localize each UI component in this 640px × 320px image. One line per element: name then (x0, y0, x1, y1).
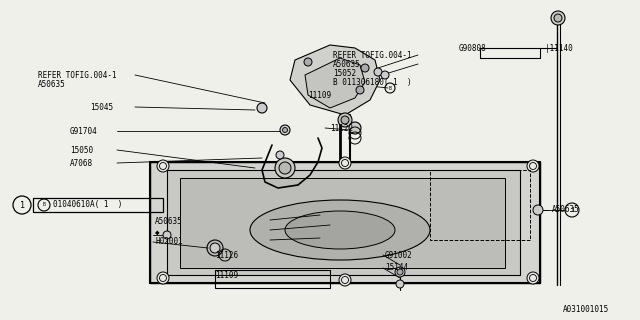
Circle shape (551, 11, 565, 25)
Text: B: B (43, 203, 45, 207)
Text: G90808: G90808 (459, 44, 487, 52)
Circle shape (527, 272, 539, 284)
Text: 15045: 15045 (90, 102, 113, 111)
Text: H02001: H02001 (155, 237, 183, 246)
Text: A50635: A50635 (333, 60, 361, 68)
Circle shape (356, 86, 364, 94)
Circle shape (304, 58, 312, 66)
Circle shape (282, 127, 287, 132)
Circle shape (279, 162, 291, 174)
Text: 15144: 15144 (385, 263, 408, 273)
Text: |11140: |11140 (545, 44, 573, 52)
Circle shape (395, 267, 405, 277)
Text: 1: 1 (19, 201, 24, 210)
Circle shape (257, 103, 267, 113)
Text: 01040610A( 1  ): 01040610A( 1 ) (53, 201, 122, 210)
Circle shape (157, 272, 169, 284)
Text: 15052: 15052 (333, 68, 356, 77)
Circle shape (554, 14, 562, 22)
Text: REFER TOFIG.004-1: REFER TOFIG.004-1 (38, 70, 116, 79)
Circle shape (533, 205, 543, 215)
Ellipse shape (285, 211, 395, 249)
Circle shape (276, 151, 284, 159)
Circle shape (339, 157, 351, 169)
Text: 11109: 11109 (215, 270, 238, 279)
Circle shape (210, 243, 220, 253)
Circle shape (527, 160, 539, 172)
Circle shape (396, 280, 404, 288)
Text: B 011306180( 1  ): B 011306180( 1 ) (333, 77, 412, 86)
Circle shape (374, 68, 382, 76)
Text: B: B (388, 85, 392, 91)
Text: G91002: G91002 (385, 251, 413, 260)
Text: A7068: A7068 (70, 158, 93, 167)
Circle shape (163, 231, 171, 239)
Text: ◆: ◆ (155, 228, 159, 236)
Text: A50635: A50635 (552, 205, 580, 214)
Polygon shape (167, 170, 520, 275)
Circle shape (361, 64, 369, 72)
Circle shape (349, 122, 361, 134)
Text: 1: 1 (570, 207, 574, 213)
Polygon shape (180, 178, 505, 268)
Text: A50635: A50635 (38, 79, 66, 89)
Circle shape (341, 116, 349, 124)
Text: 11126: 11126 (215, 251, 238, 260)
Text: REFER TOFIG.004-1: REFER TOFIG.004-1 (333, 51, 412, 60)
Ellipse shape (250, 200, 430, 260)
Polygon shape (290, 45, 380, 115)
Circle shape (338, 113, 352, 127)
Polygon shape (305, 58, 365, 108)
Circle shape (397, 269, 403, 275)
Text: 15050: 15050 (70, 146, 93, 155)
Text: G91704: G91704 (70, 126, 98, 135)
Text: A031001015: A031001015 (563, 306, 609, 315)
Circle shape (157, 160, 169, 172)
Text: A50635: A50635 (155, 218, 183, 227)
Bar (215, 270, 330, 288)
Bar (33, 198, 163, 212)
Circle shape (275, 158, 295, 178)
Text: 11122: 11122 (330, 124, 353, 132)
Circle shape (280, 125, 290, 135)
Text: 11109: 11109 (308, 91, 331, 100)
Polygon shape (150, 162, 540, 283)
Circle shape (381, 71, 389, 79)
Circle shape (339, 274, 351, 286)
